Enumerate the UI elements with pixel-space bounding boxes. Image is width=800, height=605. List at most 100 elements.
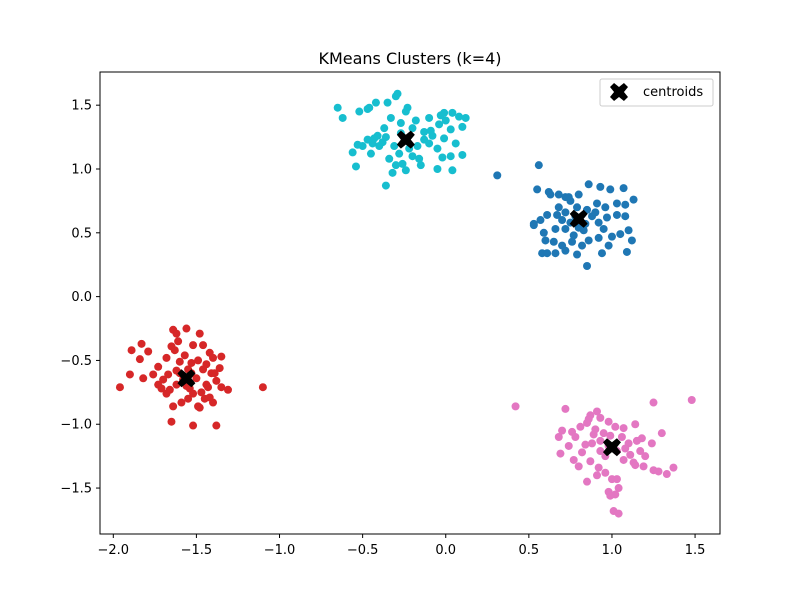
data-point-s1-p49 bbox=[543, 249, 552, 258]
y-tick-label-5: 1.0 bbox=[71, 162, 92, 177]
data-point-s3-p61 bbox=[564, 441, 573, 450]
data-point-s3-p52 bbox=[574, 462, 583, 471]
data-point-s2-p37 bbox=[223, 385, 232, 394]
data-point-s3-p7 bbox=[569, 455, 578, 464]
data-point-s2-p61 bbox=[210, 369, 219, 378]
data-point-s0-p37 bbox=[391, 161, 400, 170]
data-point-s1-p36 bbox=[612, 210, 621, 219]
centroid-marker-2 bbox=[177, 369, 196, 388]
data-point-s0-p0 bbox=[333, 103, 342, 112]
data-point-s1-p16 bbox=[612, 199, 621, 208]
data-point-s1-p17 bbox=[601, 203, 610, 212]
data-point-s1-p43 bbox=[578, 241, 587, 250]
data-point-s0-p20 bbox=[420, 127, 429, 136]
y-tick-label-3: 0.0 bbox=[71, 290, 92, 305]
data-point-s2-p44 bbox=[169, 402, 178, 411]
data-point-s1-p11 bbox=[596, 182, 605, 191]
data-point-s2-p15 bbox=[174, 337, 183, 346]
data-point-s3-p38 bbox=[606, 491, 615, 500]
data-point-s1-p22 bbox=[553, 210, 562, 219]
data-point-s2-p26 bbox=[194, 356, 203, 365]
data-point-s1-p64 bbox=[599, 224, 608, 233]
data-point-s2-p62 bbox=[204, 383, 213, 392]
data-point-s3-p13 bbox=[604, 417, 613, 426]
data-point-s0-p10 bbox=[411, 116, 420, 125]
data-point-s0-p45 bbox=[446, 152, 455, 161]
data-point-s0-p64 bbox=[401, 107, 410, 116]
data-point-s0-p30 bbox=[351, 162, 360, 171]
data-point-s1-p55 bbox=[604, 241, 613, 250]
data-point-s1-p4 bbox=[546, 190, 555, 199]
data-point-s3-p1 bbox=[561, 404, 570, 413]
data-point-s3-p33 bbox=[601, 468, 610, 477]
data-point-s1-p47 bbox=[541, 236, 550, 245]
data-point-s1-p30 bbox=[569, 231, 578, 240]
data-point-s0-p34 bbox=[390, 142, 399, 151]
legend-centroid-x-icon bbox=[610, 83, 628, 101]
data-point-s1-p12 bbox=[606, 185, 615, 194]
data-point-s3-p30 bbox=[578, 448, 587, 457]
data-point-s0-p16 bbox=[461, 113, 470, 122]
data-point-s2-p0 bbox=[115, 383, 124, 392]
data-point-s0-p15 bbox=[455, 112, 464, 121]
data-point-s0-p48 bbox=[440, 134, 449, 143]
data-point-s2-p1 bbox=[125, 370, 134, 379]
data-point-s1-p46 bbox=[549, 237, 558, 246]
x-tick-label-2: −1.0 bbox=[264, 543, 296, 558]
data-point-s2-p58 bbox=[202, 360, 211, 369]
data-point-s2-p51 bbox=[205, 393, 214, 402]
data-point-s0-p63 bbox=[363, 135, 372, 144]
data-point-s0-p17 bbox=[458, 122, 467, 131]
data-point-s2-p46 bbox=[165, 385, 174, 394]
data-point-s1-p58 bbox=[558, 216, 567, 225]
x-tick-label-4: 0.0 bbox=[435, 543, 456, 558]
data-point-s0-p29 bbox=[348, 148, 357, 157]
data-point-s0-p38 bbox=[398, 159, 407, 168]
data-point-s0-p56 bbox=[370, 134, 379, 143]
data-point-s3-p22 bbox=[636, 447, 645, 456]
x-tick-label-6: 1.0 bbox=[602, 543, 623, 558]
data-point-s3-p39 bbox=[614, 484, 623, 493]
data-point-s1-p0 bbox=[493, 171, 502, 180]
data-point-s3-p47 bbox=[669, 463, 678, 472]
data-point-s3-p43 bbox=[641, 452, 650, 461]
data-point-s2-p60 bbox=[170, 346, 179, 355]
data-point-s3-p31 bbox=[586, 457, 595, 466]
data-point-s0-p24 bbox=[380, 124, 389, 133]
data-point-s3-p59 bbox=[606, 431, 615, 440]
data-point-s3-p12 bbox=[596, 413, 605, 422]
data-point-s2-p35 bbox=[212, 376, 221, 385]
data-point-s0-p43 bbox=[433, 144, 442, 153]
data-point-s0-p57 bbox=[378, 138, 387, 147]
data-point-s3-p19 bbox=[657, 429, 666, 438]
chart-title: KMeans Clusters (k=4) bbox=[318, 49, 501, 68]
data-point-s2-p6 bbox=[139, 374, 148, 383]
data-point-s3-p48 bbox=[583, 477, 592, 486]
data-point-s3-p20 bbox=[687, 395, 696, 404]
x-axis: −2.0 −1.5 −1.0 −0.5 0.0 0.5 1.0 1.5 bbox=[98, 534, 705, 558]
data-point-s0-p18 bbox=[446, 125, 455, 134]
y-tick-label-4: 0.5 bbox=[71, 226, 92, 241]
data-point-s1-p2 bbox=[533, 185, 542, 194]
data-point-s2-p27 bbox=[187, 358, 196, 367]
data-point-s0-p8 bbox=[393, 89, 402, 98]
y-tick-label-1: −1.0 bbox=[60, 418, 92, 433]
data-point-s2-p33 bbox=[192, 374, 201, 383]
data-point-s0-p14 bbox=[448, 108, 457, 117]
data-point-s1-p29 bbox=[561, 224, 570, 233]
data-point-s0-p4 bbox=[365, 103, 374, 112]
data-point-s3-p50 bbox=[599, 429, 608, 438]
data-point-s0-p47 bbox=[451, 139, 460, 148]
data-point-s3-p49 bbox=[591, 425, 600, 434]
data-point-s1-p50 bbox=[551, 249, 560, 258]
data-point-s2-p11 bbox=[162, 353, 171, 362]
data-point-s3-p64 bbox=[621, 444, 630, 453]
legend-centroid-marker-icon bbox=[610, 83, 628, 101]
data-point-s3-p0 bbox=[511, 402, 520, 411]
data-point-s1-p20 bbox=[573, 203, 582, 212]
data-point-s1-p38 bbox=[624, 226, 633, 235]
data-point-s0-p54 bbox=[433, 164, 442, 173]
data-point-s2-p36 bbox=[217, 383, 226, 392]
data-point-s1-p63 bbox=[554, 203, 563, 212]
